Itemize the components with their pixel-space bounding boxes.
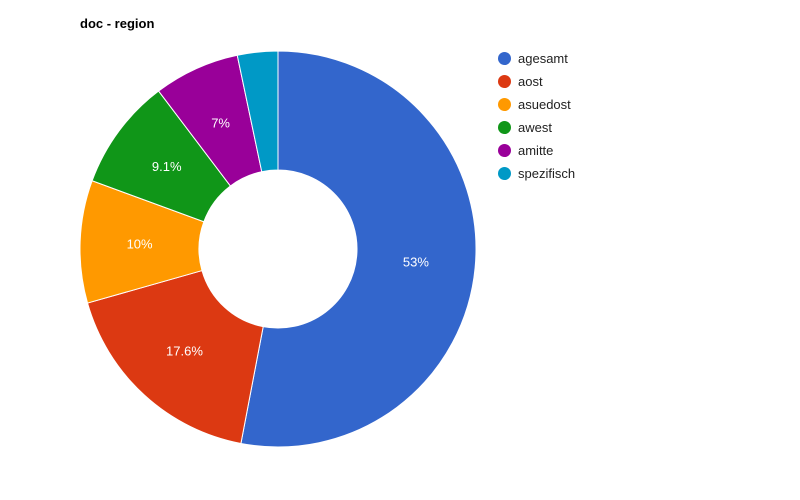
legend-label: aost: [518, 74, 543, 89]
legend-swatch-icon: [498, 121, 511, 134]
slice-label-agesamt: 53%: [403, 255, 429, 270]
legend: agesamt aost asuedost awest amitte spezifisch: [498, 47, 575, 185]
slices-group: [79, 50, 477, 448]
chart-title: doc - region: [80, 16, 155, 31]
legend-item-amitte[interactable]: amitte: [498, 139, 575, 162]
legend-item-aost[interactable]: aost: [498, 70, 575, 93]
slice-label-asuedost: 10%: [127, 236, 153, 251]
legend-item-awest[interactable]: awest: [498, 116, 575, 139]
legend-label: awest: [518, 120, 552, 135]
slice-label-amitte: 7%: [211, 115, 230, 130]
legend-swatch-icon: [498, 144, 511, 157]
legend-label: spezifisch: [518, 166, 576, 181]
legend-swatch-icon: [498, 167, 511, 180]
legend-swatch-icon: [498, 52, 511, 65]
legend-label: asuedost: [518, 97, 571, 112]
legend-swatch-icon: [498, 75, 511, 88]
slice-agesamt[interactable]: [240, 50, 477, 448]
legend-item-spezifisch[interactable]: spezifisch: [498, 162, 575, 185]
legend-swatch-icon: [498, 98, 511, 111]
slice-label-awest: 9.1%: [152, 159, 182, 174]
slice-labels-group: 53% 17.6% 10% 9.1% 7%: [127, 115, 430, 358]
legend-item-asuedost[interactable]: asuedost: [498, 93, 575, 116]
slice-spezifisch[interactable]: [236, 50, 279, 173]
slice-aost[interactable]: [86, 269, 264, 445]
legend-item-agesamt[interactable]: agesamt: [498, 47, 575, 70]
legend-label: agesamt: [518, 51, 568, 66]
slice-label-aost: 17.6%: [166, 344, 203, 359]
legend-label: amitte: [518, 143, 554, 158]
